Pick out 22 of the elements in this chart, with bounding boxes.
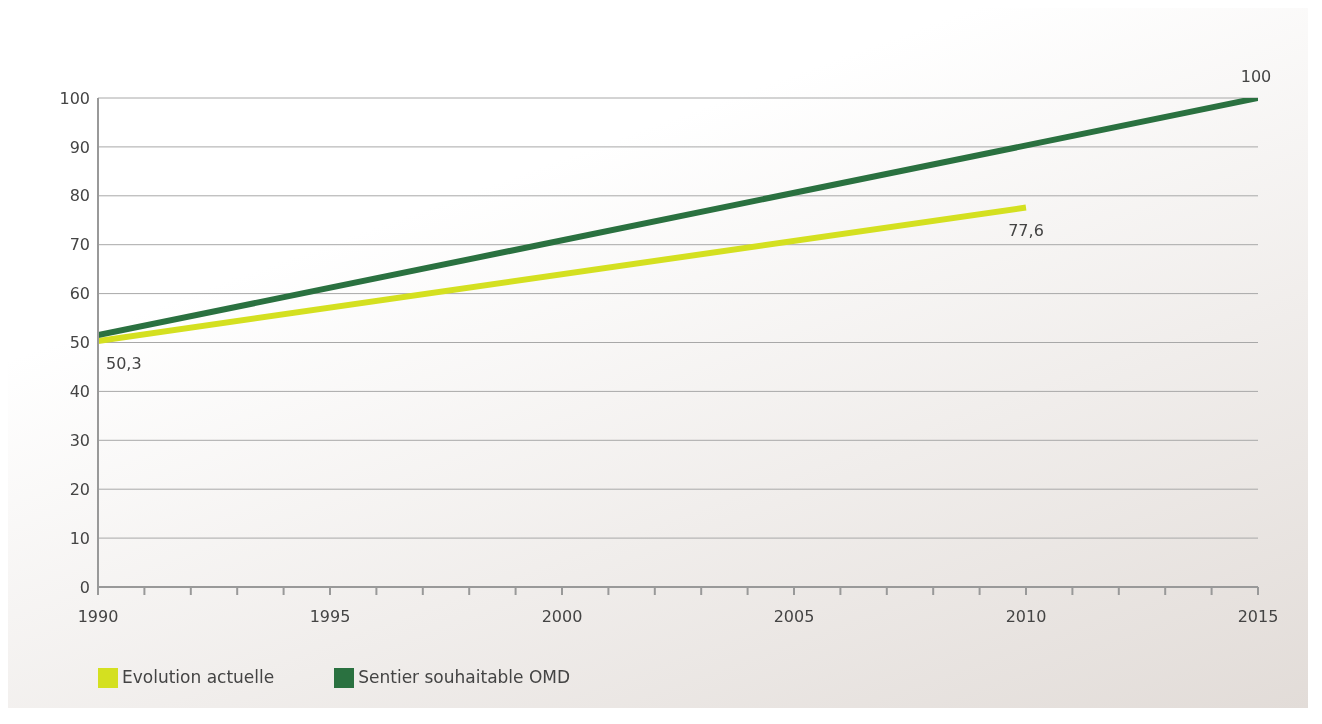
y-tick-label: 20 — [69, 479, 90, 499]
legend-label: Evolution actuelle — [122, 667, 275, 687]
y-tick-label: 0 — [79, 577, 90, 597]
x-tick-label: 2015 — [1237, 607, 1279, 627]
y-tick-label: 30 — [69, 430, 90, 450]
y-tick-label: 50 — [69, 333, 90, 353]
x-tick-label: 2000 — [541, 607, 583, 627]
y-tick-label: 100 — [59, 88, 90, 108]
y-tick-label: 40 — [69, 382, 90, 402]
data-label: 100 — [1240, 67, 1272, 86]
x-tick-label: 2005 — [773, 607, 815, 627]
legend-label: Sentier souhaitable OMD — [358, 667, 571, 687]
data-label: 50,3 — [106, 354, 142, 374]
y-tick-label: 10 — [69, 528, 90, 548]
x-tick-label: 1990 — [77, 607, 119, 627]
y-tick-label: 70 — [69, 235, 90, 255]
x-tick-label: 2010 — [1005, 607, 1047, 627]
data-label: 77,6 — [1008, 220, 1044, 240]
y-tick-label: 80 — [69, 186, 90, 206]
y-tick-label: 90 — [69, 137, 90, 157]
y-tick-label: 60 — [69, 284, 90, 304]
x-tick-label: 1995 — [309, 607, 351, 627]
